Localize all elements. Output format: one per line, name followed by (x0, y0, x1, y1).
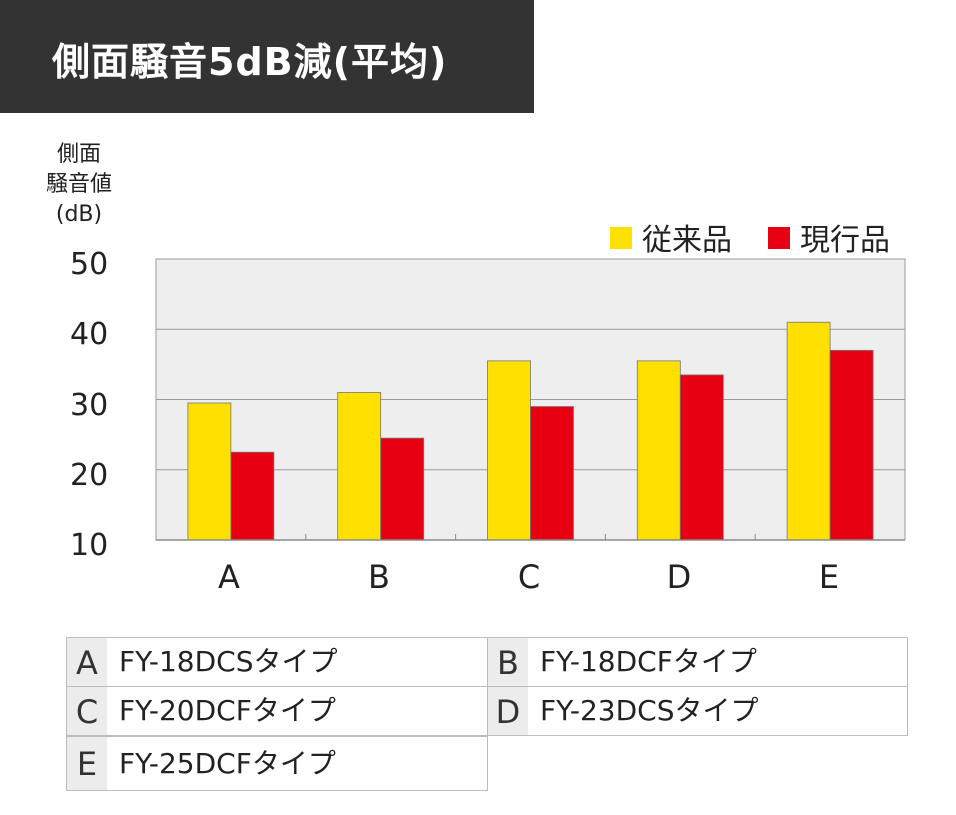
table-value: FY-20DCFタイプ (119, 694, 336, 727)
y-tick-label: 50 (70, 247, 109, 282)
model-legend-table: A FY-18DCSタイプ B FY-18DCFタイプ C FY-20DCFタイ… (66, 637, 908, 791)
y-axis-label-line: 騒音値 (45, 172, 112, 197)
y-tick-label: 10 (70, 528, 109, 563)
chart-title: 側面騒音5dB減(平均) (52, 40, 448, 84)
bar-conventional-C (487, 360, 531, 541)
table-value: FY-18DCSタイプ (119, 645, 338, 678)
y-tick-label: 40 (70, 317, 109, 352)
bar-current-E (829, 349, 874, 541)
table-row: E FY-25DCFタイプ (66, 736, 488, 791)
table-key: B (488, 638, 528, 686)
table-row: D FY-23DCSタイプ (487, 686, 908, 736)
table-key: C (67, 687, 107, 735)
table-row: B FY-18DCFタイプ (487, 637, 908, 687)
x-tick-label: D (666, 558, 692, 596)
table-value: FY-18DCFタイプ (540, 645, 757, 678)
x-tick-label: C (517, 558, 541, 596)
legend-swatch-conventional (610, 227, 632, 249)
y-axis-label: 側面 騒音値 (dB) (34, 140, 124, 230)
x-tick-label: B (368, 558, 390, 596)
title-bar: 側面騒音5dB減(平均) (0, 0, 534, 113)
bar-conventional-A (187, 402, 232, 541)
table-key: E (67, 737, 107, 790)
bar-conventional-E (786, 321, 831, 541)
x-tick-label: E (818, 558, 840, 596)
legend-label-conventional: 従来品 (642, 223, 732, 258)
bar-conventional-B (337, 392, 382, 541)
table-row: C FY-20DCFタイプ (66, 686, 488, 736)
y-axis-label-line: 側面 (56, 142, 101, 167)
bars (187, 321, 874, 541)
table-row: A FY-18DCSタイプ (66, 637, 488, 687)
y-axis-label-line: (dB) (55, 202, 103, 227)
y-tick-label: 20 (70, 458, 109, 493)
table-value: FY-25DCFタイプ (119, 747, 336, 780)
table-value: FY-23DCSタイプ (540, 694, 759, 727)
y-tick-label: 30 (70, 388, 109, 423)
table-key: D (488, 687, 528, 735)
bar-current-B (380, 437, 425, 541)
legend-swatch-current (768, 227, 790, 249)
x-tick-label: A (218, 558, 240, 596)
legend-label-current: 現行品 (800, 223, 890, 258)
bar-current-C (530, 406, 574, 541)
table-key: A (67, 638, 107, 686)
bar-current-A (230, 451, 275, 541)
bar-conventional-D (636, 360, 681, 541)
bar-current-D (679, 374, 724, 541)
